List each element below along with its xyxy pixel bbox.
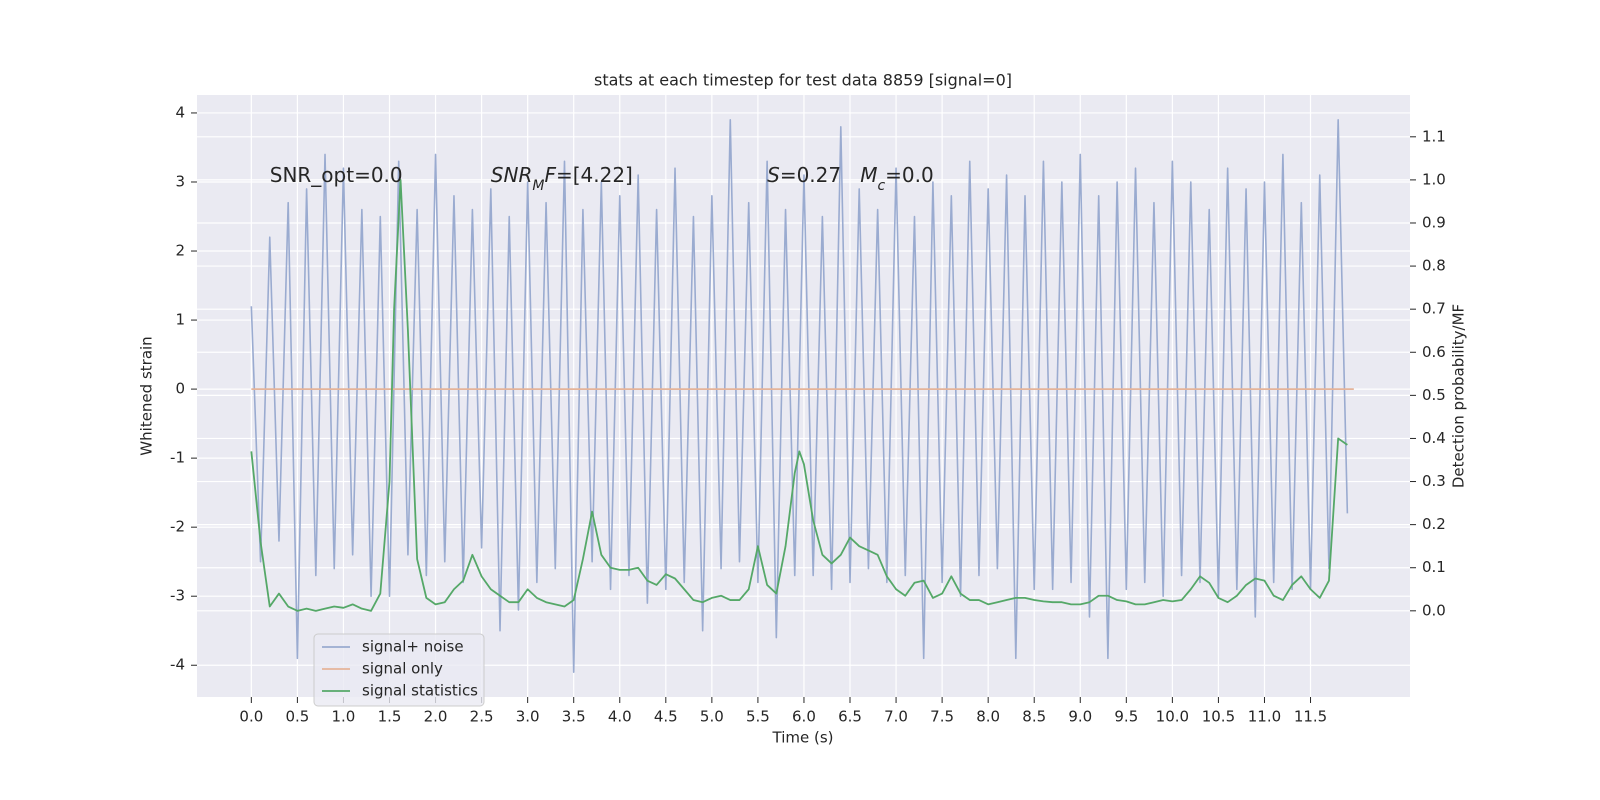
x-tick-label: 2.0 [424,708,448,726]
x-tick-label: 8.5 [1022,708,1046,726]
x-tick-label: 9.5 [1114,708,1138,726]
annotation-part: S [767,163,780,187]
x-tick-label: 7.0 [884,708,908,726]
x-tick-label: 1.0 [332,708,356,726]
x-tick-label: 5.5 [746,708,770,726]
x-tick-label: 8.0 [976,708,1000,726]
series-line [250,178,1348,612]
annotation-part: M [532,178,544,194]
chart-title: stats at each timestep for test data 885… [594,71,1012,90]
annotation-part: =0.0 [885,163,934,187]
y-axis-label: Whitened strain [138,336,156,455]
y2-tick-label: 0.9 [1422,213,1446,231]
annotation-part: =[4.22] [556,163,633,187]
x-tick-label: 0.5 [285,708,309,726]
x-tick-label: 5.0 [700,708,724,726]
y2-tick-label: 0.1 [1422,558,1446,576]
x-tick-label: 4.5 [654,708,678,726]
series-group [250,119,1354,673]
y2-axis-label: Detection probability/MF [1450,304,1468,488]
annotation-part: SNR_opt=0.0 [270,163,403,187]
legend-label: signal only [362,660,443,678]
x-tick-label: 1.5 [378,708,402,726]
annotation-part: SNR [491,163,533,187]
y-tick-label: -4 [170,656,185,674]
y-tick-label: -3 [170,587,185,605]
x-tick-label: 6.0 [792,708,816,726]
annotation-part: M [860,163,877,187]
legend-label: signal statistics [362,682,478,700]
y2-tick-label: 0.2 [1422,515,1446,533]
y-tick-label: 1 [175,311,185,329]
x-tick-label: 11.0 [1248,708,1281,726]
y2-tick-label: 1.1 [1422,127,1446,145]
y2-tick-label: 0.3 [1422,472,1446,490]
y2-tick-label: 0.8 [1422,257,1446,275]
x-axis-label: Time (s) [772,729,834,747]
x-tick-label: 7.5 [930,708,954,726]
y2-tick-label: 0.7 [1422,300,1446,318]
y2-tick-label: 0.5 [1422,386,1446,404]
y2-tick-label: 0.0 [1422,601,1446,619]
y2-tick-label: 0.6 [1422,343,1446,361]
y2-tick-label: 1.0 [1422,170,1446,188]
legend-box [313,633,485,707]
y2-tick-label: 0.4 [1422,429,1446,447]
y-tick-label: 3 [175,172,185,190]
x-tick-label: 2.5 [470,708,494,726]
x-tick-label: 11.5 [1294,708,1327,726]
x-tick-label: 0.0 [239,708,263,726]
y-tick-label: -2 [170,518,185,536]
x-tick-label: 9.0 [1068,708,1092,726]
y-tick-label: -1 [170,449,185,467]
x-tick-label: 10.0 [1156,708,1189,726]
annotation-part: F [544,163,556,187]
y-tick-label: 2 [175,242,185,260]
annotation: SNR_opt=0.0 [270,163,403,187]
x-tick-label: 3.5 [562,708,586,726]
x-tick-label: 10.5 [1202,708,1235,726]
annotation: S=0.27 Mc=0.0 [767,163,934,194]
annotation-part: c [877,178,885,194]
x-tick-label: 3.0 [516,708,540,726]
x-tick-label: 4.0 [608,708,632,726]
legend-label: signal+ noise [362,638,464,656]
annotation: SNRMF=[4.22] [491,163,633,194]
y-tick-label: 4 [175,103,185,121]
legend: signal+ noise signal only signal statistic… [313,633,485,707]
x-tick-label: 6.5 [838,708,862,726]
series-line [250,119,1349,673]
annotation-part: =0.27 [780,163,860,187]
y-tick-label: 0 [175,380,185,398]
